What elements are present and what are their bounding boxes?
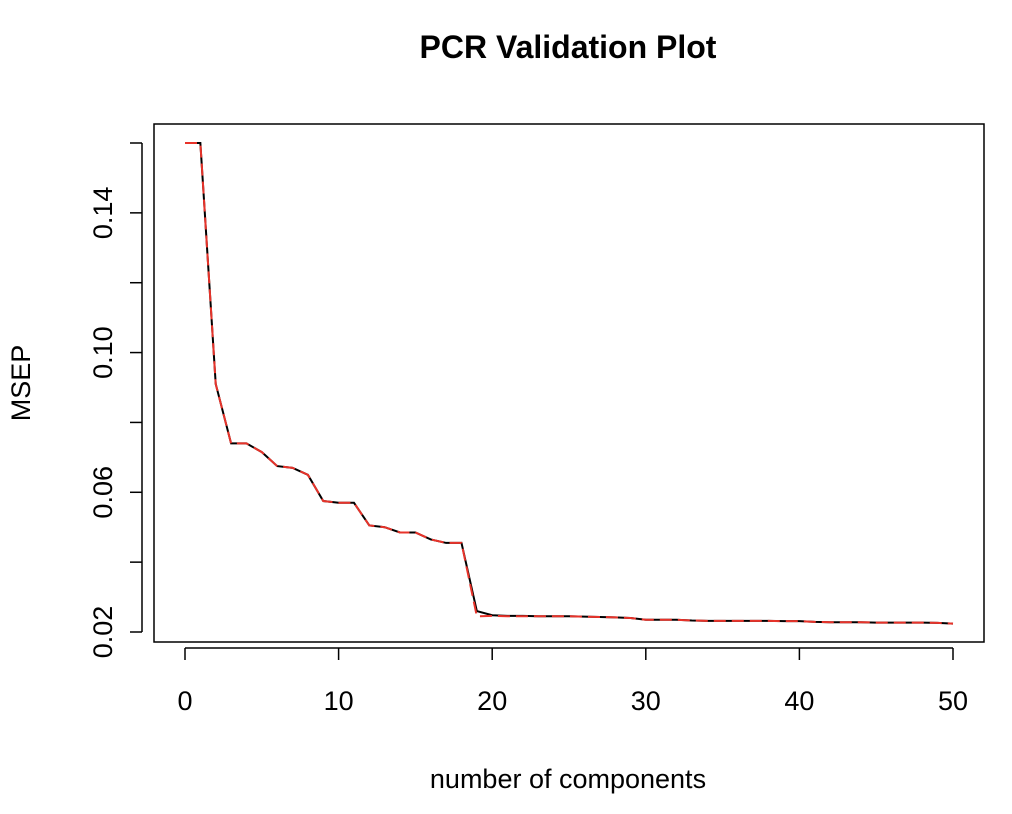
x-tick-label: 50 <box>938 686 968 716</box>
x-tick-label: 40 <box>784 686 814 716</box>
series-layer <box>185 142 954 625</box>
y-tick-label: 0.10 <box>88 326 118 379</box>
series-line-dashed <box>185 142 954 625</box>
y-tick-label: 0.14 <box>88 187 118 240</box>
y-axis-ticks: 0.02 0.06 0.10 0.14 <box>88 142 142 659</box>
x-axis-label: number of components <box>430 764 706 794</box>
x-tick-label: 10 <box>324 686 354 716</box>
plot-frame <box>153 123 985 643</box>
y-axis-label: MSEP <box>6 345 36 422</box>
y-tick-label: 0.02 <box>88 606 118 659</box>
x-tick-label: 20 <box>477 686 507 716</box>
y-tick-label: 0.06 <box>88 466 118 519</box>
x-axis-ticks: 0 10 20 30 40 50 <box>177 648 968 716</box>
chart-title: PCR Validation Plot <box>420 29 717 65</box>
x-tick-label: 30 <box>631 686 661 716</box>
series-line-solid <box>185 142 954 625</box>
x-tick-label: 0 <box>177 686 192 716</box>
